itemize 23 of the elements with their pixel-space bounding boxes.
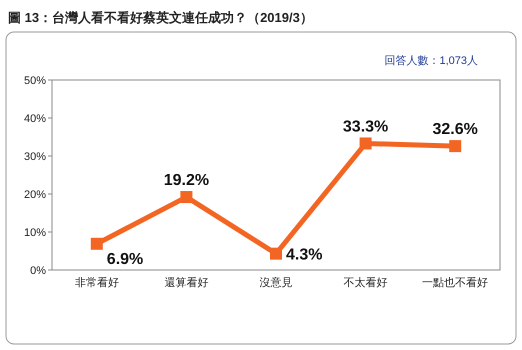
x-tick-label: 不太看好	[344, 276, 388, 289]
text: 33.3%	[342, 118, 388, 136]
x-tick-label: 非常看好	[74, 276, 119, 289]
y-tick-label: 40%	[24, 113, 46, 125]
text: 19.2%	[164, 172, 210, 190]
y-tick-label: 30%	[24, 151, 46, 163]
x-tick-label: 沒意見	[260, 276, 292, 289]
text: 32.6%	[432, 121, 478, 138]
chart-title: 圖 13：台灣人看不看好蔡英文連任成功？（2019/3）	[8, 10, 313, 25]
y-tick-label: 0%	[30, 265, 46, 277]
x-tick-label: 還算看好	[164, 276, 208, 289]
point	[270, 248, 282, 260]
point	[90, 238, 103, 250]
y-tick-label: 20%	[24, 189, 46, 201]
point	[180, 191, 192, 204]
text: 4.3%	[286, 246, 322, 264]
point	[360, 137, 372, 150]
y-tick-label: 10%	[24, 227, 46, 239]
text: 6.9%	[106, 250, 144, 268]
text: 回答人數：1,073人	[384, 55, 478, 67]
point	[449, 140, 462, 152]
y-tick-label: 50%	[24, 75, 46, 87]
x-tick-label: 一點也不看好	[422, 276, 488, 289]
